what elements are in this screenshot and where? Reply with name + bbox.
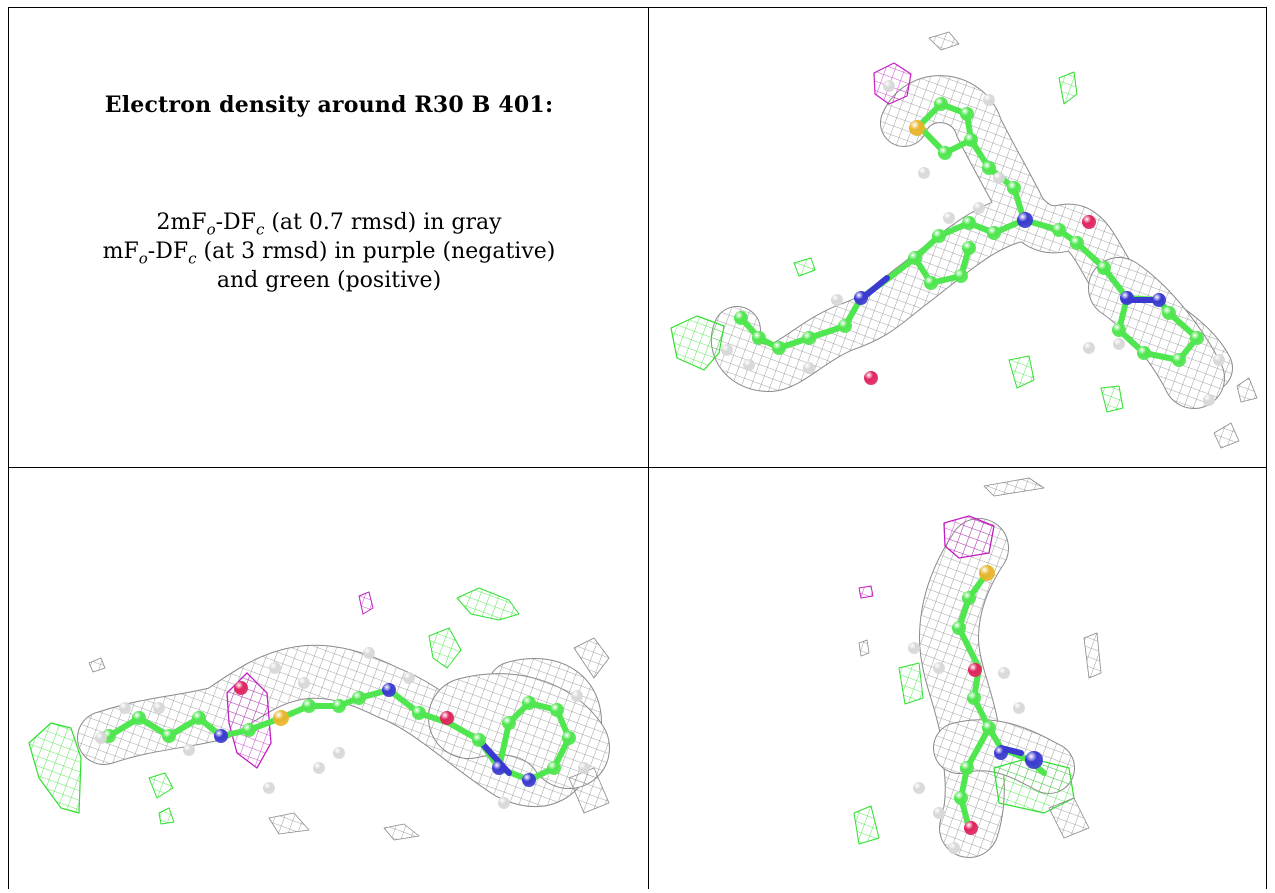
border-middle-horizontal: [8, 467, 1267, 468]
caption-title: Electron density around R30 B 401:: [104, 92, 554, 118]
caption-line-fofc: mFo-DFc (at 3 rmsd) in purple (negative): [102, 239, 556, 268]
panel-front-view: [649, 8, 1266, 467]
ligand-density-icon: [28, 587, 610, 841]
caption-cell: Electron density around R30 B 401: 2mFo-…: [9, 8, 648, 467]
figure-table: Electron density around R30 B 401: 2mFo-…: [8, 7, 1267, 889]
ligand-density-icon: [853, 477, 1102, 858]
border-middle-vertical: [648, 7, 649, 889]
border-top: [8, 7, 1267, 8]
caption-body: 2mFo-DFc (at 0.7 rmsd) in gray mFo-DFc (…: [9, 208, 648, 295]
panel-top-view: [649, 468, 1266, 889]
ligand-density-icon: [670, 31, 1258, 449]
caption-line-2fofc: 2mFo-DFc (at 0.7 rmsd) in gray: [156, 210, 502, 239]
panel-side-view: [9, 468, 648, 889]
caption-line-colors: and green (positive): [216, 268, 442, 293]
border-right: [1266, 7, 1267, 889]
border-left: [8, 7, 9, 889]
